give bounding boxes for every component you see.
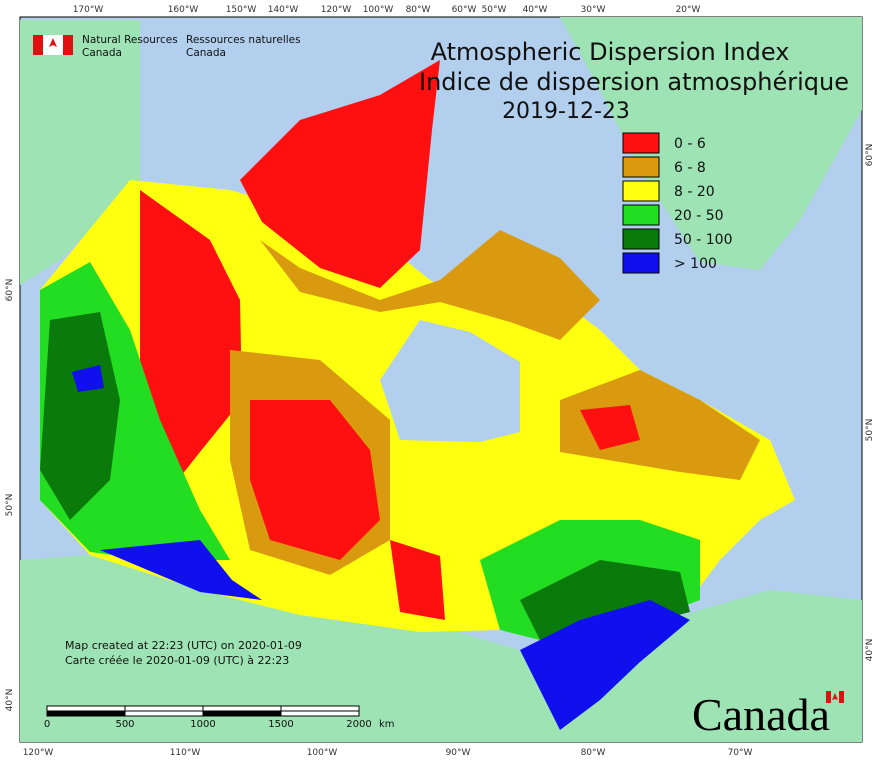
agency-en: Canada xyxy=(82,47,122,59)
latitude-label: 50°N xyxy=(5,494,15,517)
legend-label: 50 - 100 xyxy=(674,232,733,248)
longitude-label: 90°W xyxy=(446,748,471,758)
flag-bar xyxy=(63,35,73,55)
latitude-label: 40°N xyxy=(5,689,15,712)
latitude-label: 40°N xyxy=(865,639,875,662)
hudson-bay xyxy=(380,320,520,442)
longitude-label: 120°W xyxy=(321,5,352,15)
scale-segment xyxy=(124,710,204,717)
zone xyxy=(520,600,690,730)
legend-label: 20 - 50 xyxy=(674,208,724,224)
zone xyxy=(72,365,104,392)
scale-label: 1000 xyxy=(190,719,215,730)
scale-segment xyxy=(202,710,282,717)
land xyxy=(20,17,862,742)
longitude-label: 100°W xyxy=(307,748,338,758)
agency-fr: Canada xyxy=(186,47,226,59)
scale-label: 500 xyxy=(115,719,134,730)
graticule-labels: 170°W 160°W 150°W 140°W 120°W 100°W 80°W 60°W 50… xyxy=(5,5,875,758)
wordmark-flag xyxy=(826,691,844,703)
legend-swatch xyxy=(622,132,660,154)
legend-label: 0 - 6 xyxy=(674,136,706,152)
longitude-label: 50°W xyxy=(482,5,507,15)
title: Atmospheric Dispersion Index xyxy=(431,38,790,66)
maple-leaf xyxy=(49,38,57,47)
zone xyxy=(560,370,760,480)
zone xyxy=(240,60,440,288)
agency-logo: Natural Resources Canada Ressources natu… xyxy=(33,34,301,59)
scale-label: 2000 xyxy=(346,719,371,730)
created-note: Carte créée le 2020-01-09 (UTC) à 22:23 xyxy=(65,654,289,667)
created-note: Map created at 22:23 (UTC) on 2020-01-09 xyxy=(65,639,302,652)
united-states xyxy=(20,555,862,742)
latitude-label: 60°N xyxy=(865,144,875,167)
legend-label: 6 - 8 xyxy=(674,160,706,176)
scale-label: 1500 xyxy=(268,719,293,730)
flag-bar xyxy=(839,691,844,703)
zone xyxy=(250,400,380,560)
zone xyxy=(40,312,120,520)
zone xyxy=(390,540,445,620)
longitude-label: 170°W xyxy=(73,5,104,15)
legend: 0 - 6 6 - 8 8 - 20 20 - 50 50 - 100 > 100 xyxy=(622,132,733,274)
zone xyxy=(580,405,640,450)
legend-swatch xyxy=(622,252,660,274)
scale-segment xyxy=(202,705,282,712)
zone xyxy=(260,230,600,340)
longitude-label: 40°W xyxy=(523,5,548,15)
agency-fr: Ressources naturelles xyxy=(186,34,301,46)
legend-label: > 100 xyxy=(674,256,717,272)
longitude-label: 140°W xyxy=(268,5,299,15)
latitude-label: 50°N xyxy=(865,419,875,442)
longitude-label: 80°W xyxy=(581,748,606,758)
zone xyxy=(100,540,262,600)
longitude-label: 100°W xyxy=(363,5,394,15)
longitude-label: 80°W xyxy=(406,5,431,15)
latitude-label: 60°N xyxy=(5,279,15,302)
longitude-label: 30°W xyxy=(581,5,606,15)
scale-segment xyxy=(280,710,360,717)
agency-en: Natural Resources xyxy=(82,34,178,46)
title: Indice de dispersion atmosphérique xyxy=(419,68,849,96)
scale-unit: km xyxy=(379,719,395,730)
longitude-label: 60°W xyxy=(452,5,477,15)
longitude-label: 150°W xyxy=(226,5,257,15)
legend-swatch xyxy=(622,180,660,202)
scale-segment xyxy=(46,710,126,717)
scale-segment xyxy=(280,705,360,712)
greenland xyxy=(560,17,862,270)
alaska xyxy=(20,20,140,285)
wordmark: Canada xyxy=(692,689,830,740)
date: 2019-12-23 xyxy=(502,99,630,124)
maple-leaf xyxy=(832,693,838,700)
longitude-label: 160°W xyxy=(168,5,199,15)
flag-bar xyxy=(33,35,43,55)
legend-label: 8 - 20 xyxy=(674,184,715,200)
longitude-label: 70°W xyxy=(728,748,753,758)
scale-bar: 0 500 1000 1500 2000 km xyxy=(44,705,395,730)
flag-bar xyxy=(826,691,831,703)
scale-segment xyxy=(46,705,126,712)
longitude-label: 110°W xyxy=(170,748,201,758)
legend-swatch xyxy=(622,156,660,178)
scale-segment xyxy=(124,705,204,712)
scale-label: 0 xyxy=(44,719,50,730)
longitude-label: 120°W xyxy=(23,748,54,758)
longitude-label: 20°W xyxy=(676,5,701,15)
legend-swatch xyxy=(622,204,660,226)
legend-swatch xyxy=(622,228,660,250)
zone xyxy=(140,190,242,500)
